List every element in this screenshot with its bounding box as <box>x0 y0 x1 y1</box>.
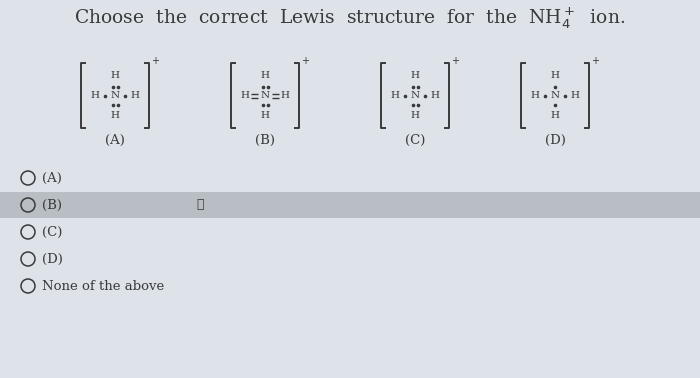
Text: N: N <box>111 91 120 101</box>
Text: H: H <box>570 91 580 101</box>
Text: +: + <box>451 56 459 65</box>
Text: N: N <box>410 91 419 101</box>
Text: H: H <box>410 112 419 121</box>
Text: H: H <box>391 91 400 101</box>
Text: +: + <box>591 56 599 65</box>
Text: H: H <box>111 71 120 79</box>
Text: (D): (D) <box>42 253 63 265</box>
Text: H: H <box>550 71 559 79</box>
Text: (B): (B) <box>42 198 62 212</box>
Text: H: H <box>410 71 419 79</box>
Text: None of the above: None of the above <box>42 279 164 293</box>
Text: H: H <box>130 91 139 101</box>
Text: H: H <box>260 112 270 121</box>
Text: +: + <box>301 56 309 65</box>
Text: H: H <box>550 112 559 121</box>
Text: (A): (A) <box>42 172 62 184</box>
Text: H: H <box>531 91 540 101</box>
Text: H: H <box>241 91 249 101</box>
Text: N: N <box>260 91 270 101</box>
Text: H: H <box>90 91 99 101</box>
FancyBboxPatch shape <box>0 192 700 218</box>
Text: H: H <box>260 71 270 79</box>
Text: (A): (A) <box>105 133 125 147</box>
Text: (D): (D) <box>545 133 566 147</box>
Text: (B): (B) <box>255 133 275 147</box>
Text: H: H <box>430 91 440 101</box>
Text: Choose  the  correct  Lewis  structure  for  the  NH$_4^+$  ion.: Choose the correct Lewis structure for t… <box>74 5 626 31</box>
Text: (C): (C) <box>405 133 425 147</box>
Text: N: N <box>550 91 559 101</box>
Text: H: H <box>111 112 120 121</box>
Text: H: H <box>281 91 290 101</box>
Text: +: + <box>151 56 159 65</box>
Text: (C): (C) <box>42 226 62 239</box>
Text: 👆: 👆 <box>196 198 204 212</box>
